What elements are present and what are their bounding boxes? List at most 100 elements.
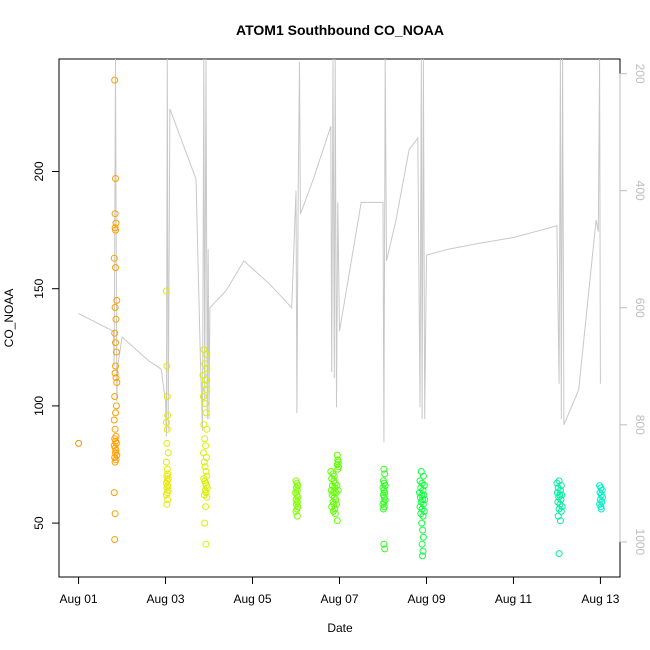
data-point xyxy=(380,465,388,473)
data-point xyxy=(293,512,301,520)
data-point xyxy=(331,510,339,518)
data-point xyxy=(555,505,563,513)
data-point xyxy=(112,362,119,370)
data-point xyxy=(557,507,565,515)
data-point xyxy=(110,489,118,497)
data-point xyxy=(164,411,172,419)
data-point xyxy=(419,512,427,520)
data-point xyxy=(202,503,210,511)
y-tick-label: 200 xyxy=(32,161,46,181)
data-point xyxy=(333,517,341,525)
data-point xyxy=(328,491,336,499)
y-axis: 50 100 150 200 xyxy=(32,161,60,530)
data-point xyxy=(201,519,209,527)
data-point xyxy=(163,425,171,433)
data-point xyxy=(381,482,389,490)
data-point xyxy=(113,296,121,304)
x-tick-label: Aug 11 xyxy=(495,592,532,606)
data-point xyxy=(202,468,210,475)
data-point xyxy=(381,470,389,478)
data-point xyxy=(200,421,208,429)
data-point xyxy=(112,348,120,356)
data-point xyxy=(163,465,171,473)
data-point xyxy=(202,376,210,384)
x-axis-label: Date xyxy=(327,621,353,635)
data-point xyxy=(199,393,207,400)
y2-tick-label: 200 xyxy=(633,64,647,84)
data-point xyxy=(112,264,119,272)
data-point xyxy=(598,498,606,506)
data-point xyxy=(417,484,425,492)
data-point xyxy=(111,536,119,543)
data-point xyxy=(554,498,562,506)
data-point xyxy=(292,507,300,515)
data-point xyxy=(329,507,337,515)
data-point xyxy=(111,76,119,84)
data-point xyxy=(110,416,118,424)
data-point xyxy=(201,463,209,471)
data-point xyxy=(202,442,210,450)
data-point xyxy=(203,425,211,433)
data-point xyxy=(163,362,171,370)
x-axis: Aug 01 Aug 03 Aug 05 Aug 07 Aug 09 Aug 11 Aug … xyxy=(60,576,620,606)
data-point xyxy=(113,379,121,386)
data-point xyxy=(111,224,119,232)
data-point xyxy=(111,393,119,400)
x-tick-label: Aug 07 xyxy=(320,592,358,606)
data-point xyxy=(110,254,118,262)
secondary-y-axis: 200 400 600 800 1000 xyxy=(619,64,647,556)
data-point xyxy=(202,386,210,393)
data-point xyxy=(162,458,170,466)
altitude-trace-layer xyxy=(78,58,601,443)
data-point xyxy=(162,491,170,499)
data-point xyxy=(111,458,119,466)
data-point xyxy=(162,287,170,295)
data-point xyxy=(111,369,119,377)
data-point xyxy=(418,479,426,487)
data-point xyxy=(554,484,562,492)
data-point xyxy=(420,491,428,499)
y-tick-label: 150 xyxy=(32,278,46,298)
data-point xyxy=(163,439,171,447)
y-axis-label: CO_NOAA xyxy=(2,289,16,348)
data-point xyxy=(111,425,119,433)
data-point xyxy=(334,486,342,494)
data-point xyxy=(381,545,389,553)
data-point xyxy=(112,339,119,347)
data-point xyxy=(201,435,209,443)
data-point xyxy=(418,505,426,513)
data-point xyxy=(162,418,170,426)
data-point xyxy=(555,493,563,501)
data-point xyxy=(201,400,209,408)
data-point xyxy=(112,219,120,227)
data-point xyxy=(419,552,427,560)
x-tick-label: Aug 01 xyxy=(60,592,98,606)
data-point xyxy=(419,547,427,555)
data-point xyxy=(203,493,211,501)
data-point xyxy=(420,482,428,490)
data-point xyxy=(112,439,120,447)
data-point xyxy=(597,505,605,513)
x-tick-label: Aug 05 xyxy=(233,592,271,606)
data-point xyxy=(555,550,563,558)
y2-tick-label: 400 xyxy=(633,181,647,201)
data-point xyxy=(334,465,342,473)
data-point xyxy=(163,393,171,400)
data-point xyxy=(417,510,425,518)
y2-tick-label: 1000 xyxy=(633,529,647,556)
data-point xyxy=(163,500,171,508)
data-point xyxy=(418,519,426,527)
y-tick-label: 50 xyxy=(32,516,46,530)
data-point xyxy=(202,409,210,417)
data-point xyxy=(328,475,336,483)
data-point xyxy=(112,409,119,417)
data-point xyxy=(333,451,341,459)
altitude-trace-line xyxy=(78,58,601,443)
x-tick-label: Aug 03 xyxy=(147,592,185,606)
data-point xyxy=(112,374,120,382)
data-point xyxy=(111,210,119,218)
data-point xyxy=(164,496,172,504)
data-point xyxy=(556,500,564,508)
data-point xyxy=(417,498,425,506)
